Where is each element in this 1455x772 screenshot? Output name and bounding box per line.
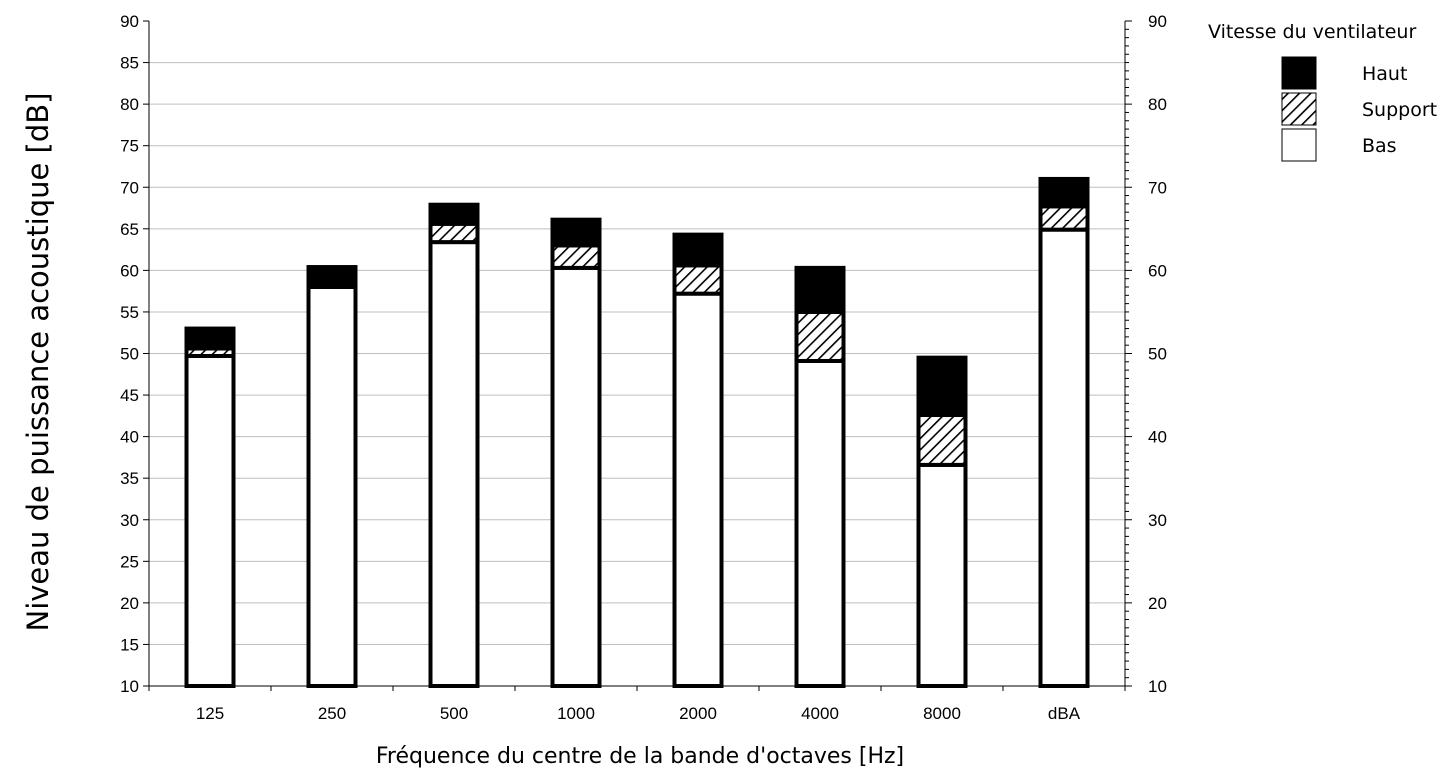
y-tick-label-left: 40 xyxy=(120,428,139,447)
x-tick-label: 2000 xyxy=(679,704,717,723)
axes: 10 15 20 25 30 35 40 45 50 55 60 65 70 75 80 85 90 10 20 30… xyxy=(120,12,1167,723)
bar-segment-support xyxy=(916,413,968,467)
bar-segment-bas xyxy=(916,462,968,689)
x-tick-label: 250 xyxy=(318,704,346,723)
y-tick-label-left: 45 xyxy=(120,386,139,405)
x-tick-label: 1000 xyxy=(557,704,595,723)
legend-swatch-solid xyxy=(1281,56,1317,90)
y-tick-label-right: 80 xyxy=(1148,95,1167,114)
bar-segment-haut xyxy=(428,202,480,226)
bar-segment-haut xyxy=(306,265,358,289)
bar-segment-bas xyxy=(306,285,358,688)
y-tick-label-right: 30 xyxy=(1148,511,1167,530)
y-tick-label-left: 55 xyxy=(120,303,139,322)
bar-segment-support xyxy=(428,221,480,245)
y-tick-label-left: 15 xyxy=(120,635,139,654)
y-tick-label-right: 60 xyxy=(1148,261,1167,280)
x-tick-label: 4000 xyxy=(801,704,839,723)
bar-segment-haut xyxy=(1038,176,1090,209)
y-tick-label-left: 35 xyxy=(120,469,139,488)
y-tick-label-left: 10 xyxy=(120,677,139,696)
gridlines xyxy=(149,62,1125,645)
y-tick-label-left: 20 xyxy=(120,594,139,613)
y-tick-label-left: 30 xyxy=(120,511,139,530)
bar-segment-bas xyxy=(550,265,602,688)
x-tick-label: dBA xyxy=(1048,704,1081,723)
y-tick-label-left: 90 xyxy=(120,12,139,31)
y-tick-label-right: 70 xyxy=(1148,178,1167,197)
bar-segment-bas xyxy=(794,358,846,688)
y-tick-label-left: 70 xyxy=(120,178,139,197)
legend-label: Haut xyxy=(1362,63,1407,85)
bar-segment-haut xyxy=(794,265,846,314)
bar-segment-bas xyxy=(428,240,480,689)
x-tick-label: 125 xyxy=(196,704,224,723)
bar-segment-bas xyxy=(184,353,236,688)
y-tick-label-left: 65 xyxy=(120,220,139,239)
x-axis-title: Fréquence du centre de la bande d'octave… xyxy=(376,744,904,769)
bar-segment-haut xyxy=(672,232,724,268)
x-tick-label: 500 xyxy=(440,704,468,723)
legend-title: Vitesse du ventilateur xyxy=(1208,21,1416,43)
bar-segment-support xyxy=(550,243,602,270)
bar-segment-haut xyxy=(184,326,236,351)
y-tick-label-right: 20 xyxy=(1148,594,1167,613)
y-tick-label-right: 50 xyxy=(1148,345,1167,364)
y-axis-title: Niveau de puissance acoustique [dB] xyxy=(21,93,55,632)
y-tick-label-right: 90 xyxy=(1148,12,1167,31)
legend-swatch-hatched xyxy=(1281,92,1317,126)
y-tick-label-left: 80 xyxy=(120,95,139,114)
bar-segment-haut xyxy=(916,355,968,418)
bar-segment-haut xyxy=(550,217,602,248)
bar-segment-bas xyxy=(1038,227,1090,689)
y-tick-label-right: 40 xyxy=(1148,428,1167,447)
bar-segment-bas xyxy=(672,291,724,688)
y-tick-label-left: 85 xyxy=(120,54,139,73)
x-tick-label: 8000 xyxy=(923,704,961,723)
y-tick-label-left: 60 xyxy=(120,261,139,280)
y-tick-label-left: 75 xyxy=(120,137,139,156)
legend-label: Support xyxy=(1362,99,1437,121)
legend: Vitesse du ventilateur Haut Support Bas xyxy=(1208,21,1437,162)
bar-segment-support xyxy=(794,309,846,363)
bar-segment-support xyxy=(1038,204,1090,232)
y-tick-label-left: 25 xyxy=(120,552,139,571)
legend-label: Bas xyxy=(1362,135,1397,157)
bar-segment-support xyxy=(672,263,724,296)
legend-swatch-empty xyxy=(1281,128,1317,162)
bars xyxy=(184,176,1090,689)
y-tick-label-right: 10 xyxy=(1148,677,1167,696)
y-tick-label-left: 50 xyxy=(120,345,139,364)
